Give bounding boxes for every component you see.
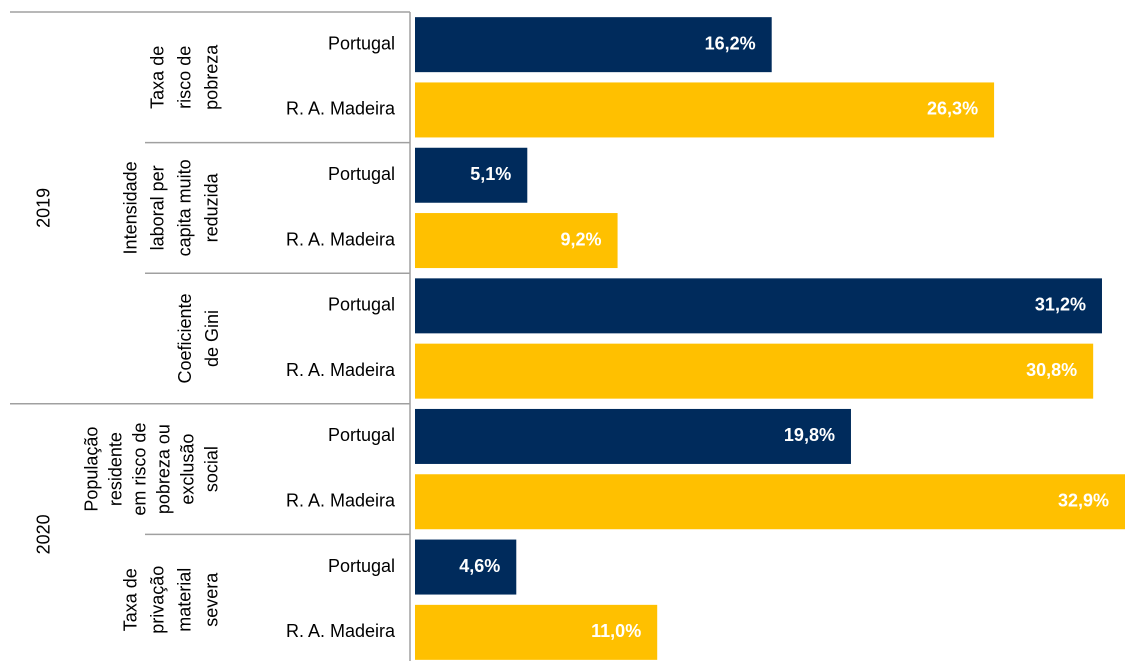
- series-label: Portugal: [328, 295, 395, 315]
- category-label: Coeficiente: [175, 293, 195, 383]
- category-label: pobreza: [202, 44, 222, 110]
- value-label: 11,0%: [591, 621, 641, 641]
- series-label: R. A. Madeira: [286, 99, 396, 119]
- category-label: em risco de: [130, 423, 150, 516]
- value-label: 30,8%: [1026, 360, 1077, 380]
- series-label: Portugal: [328, 425, 395, 445]
- category-label: Taxa de: [121, 568, 141, 631]
- category-label: privação: [148, 566, 168, 634]
- category-label: residente: [106, 432, 126, 506]
- category-label: risco de: [175, 46, 195, 109]
- bar: [415, 82, 995, 138]
- category-label: População: [82, 427, 102, 512]
- value-label: 32,9%: [1058, 491, 1109, 511]
- bar: [415, 539, 517, 595]
- category-label: Taxa de: [148, 46, 168, 109]
- value-label: 19,8%: [784, 425, 835, 445]
- category-label: pobreza ou: [154, 424, 174, 514]
- series-label: Portugal: [328, 556, 395, 576]
- bar: [415, 278, 1102, 334]
- value-label: 4,6%: [459, 556, 500, 576]
- category-label: reduzida: [202, 172, 222, 242]
- category-label: capita muito: [175, 159, 195, 256]
- category-label: social: [202, 446, 222, 492]
- series-label: R. A. Madeira: [286, 229, 396, 249]
- value-label: 9,2%: [561, 229, 602, 249]
- series-label: Portugal: [328, 33, 395, 53]
- bar: [415, 474, 1125, 530]
- group-label: 2020: [34, 514, 54, 554]
- value-label: 16,2%: [705, 33, 756, 53]
- value-label: 5,1%: [470, 164, 511, 184]
- category-label: material: [175, 568, 195, 632]
- bar: [415, 17, 772, 73]
- value-label: 31,2%: [1035, 295, 1086, 315]
- group-label: 2019: [34, 188, 54, 228]
- category-label: Intensidade: [121, 161, 141, 254]
- category-label: severa: [202, 572, 222, 627]
- bar: [415, 343, 1094, 399]
- series-label: Portugal: [328, 164, 395, 184]
- bar: [415, 213, 618, 269]
- series-label: R. A. Madeira: [286, 491, 396, 511]
- value-label: 26,3%: [927, 99, 978, 119]
- series-label: R. A. Madeira: [286, 360, 396, 380]
- bar: [415, 408, 851, 464]
- category-label: de Gini: [202, 310, 222, 367]
- series-label: R. A. Madeira: [286, 621, 396, 641]
- category-label: laboral per: [148, 165, 168, 250]
- bar: [415, 147, 528, 203]
- category-label: exclusão: [178, 434, 198, 505]
- bar: [415, 604, 658, 660]
